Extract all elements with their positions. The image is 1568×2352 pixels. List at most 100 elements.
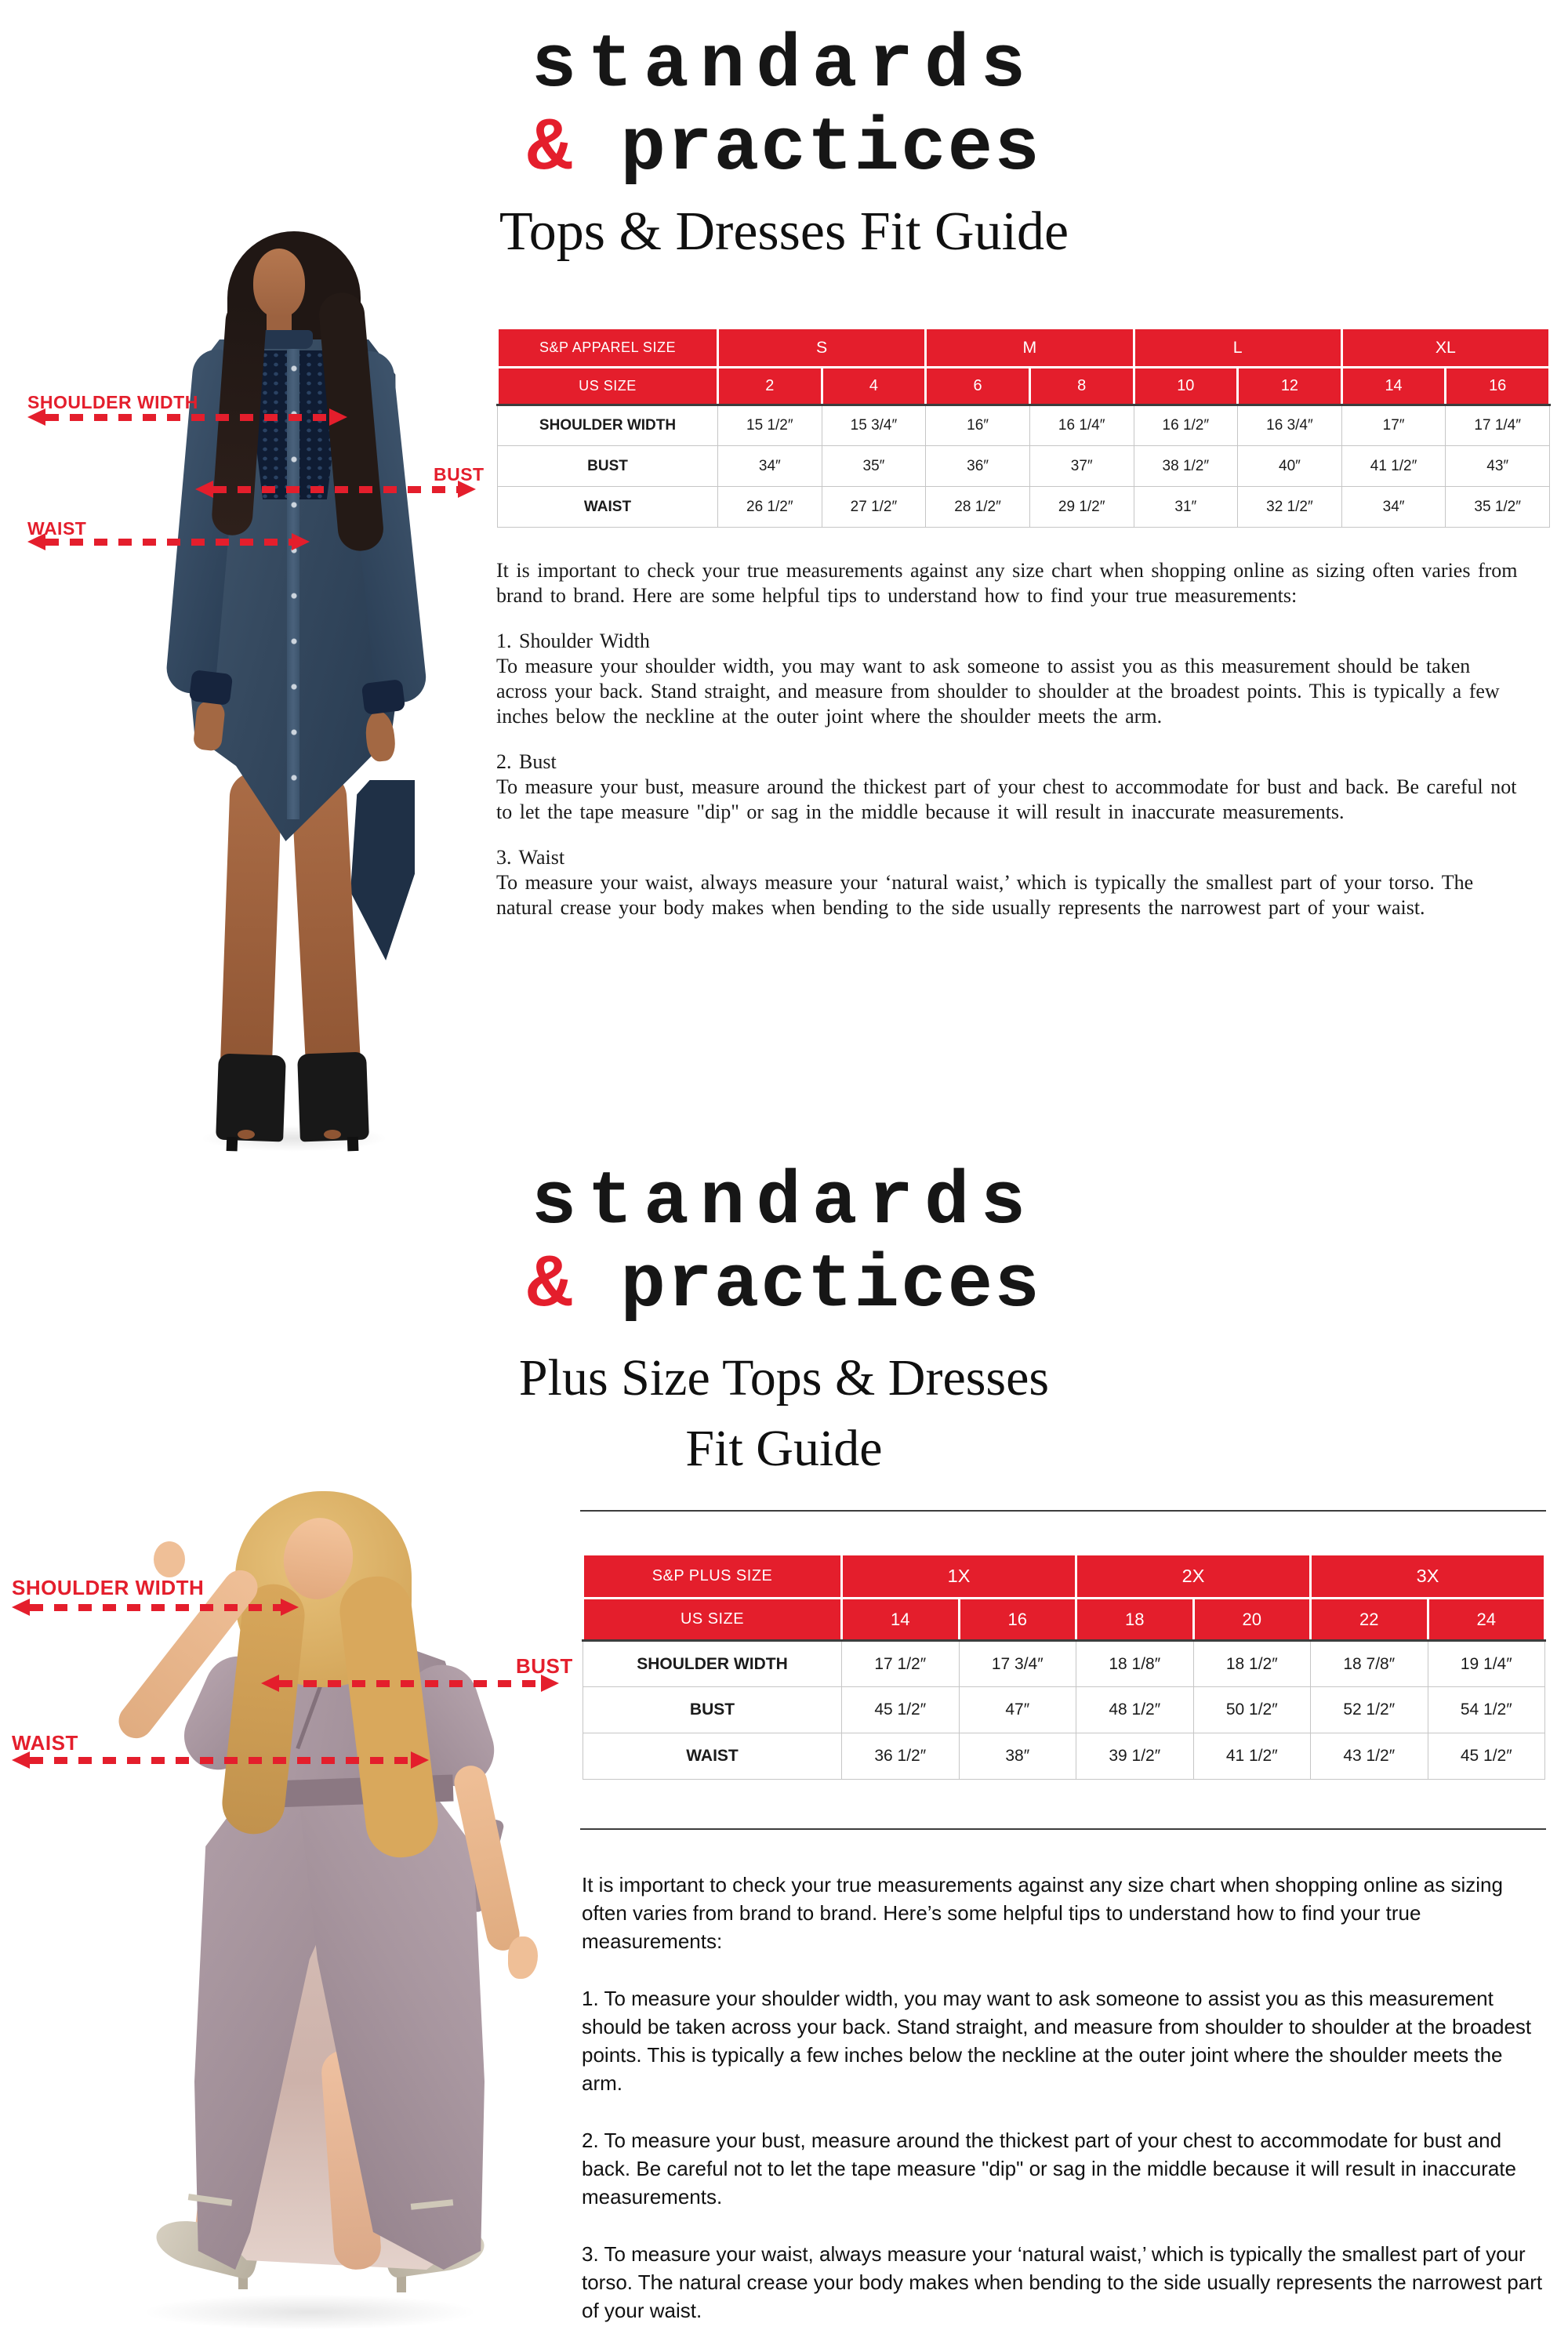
model-raised-hand xyxy=(154,1541,185,1577)
bust-arrow-regular xyxy=(195,481,476,498)
measurement-value-cell: 40″ xyxy=(1237,445,1342,487)
measurement-row: BUST 34″ 35″ 36″ 37″ 38 1/2″ 40″ 41 1/2″ 43″ xyxy=(497,445,1550,487)
bust-label-plus: BUST xyxy=(516,1654,573,1678)
us-size-cell: 20 xyxy=(1192,1597,1312,1642)
tip-title: 2. Bust xyxy=(496,750,557,773)
size-group-cell: M xyxy=(924,327,1135,368)
measurement-value-cell: 16 3/4″ xyxy=(1237,405,1342,446)
measurement-value-cell: 36″ xyxy=(925,445,1030,487)
peep-toe-left xyxy=(238,1130,255,1139)
measurement-value-cell: 32 1/2″ xyxy=(1237,486,1342,528)
measurement-value-cell: 16″ xyxy=(925,405,1030,446)
measurement-row: SHOULDER WIDTH 17 1/2″ 17 3/4″ 18 1/8″ 18 1/… xyxy=(583,1640,1545,1687)
brand-logo-line1: standards xyxy=(531,23,1037,108)
us-size-label-cell: US SIZE xyxy=(496,366,719,406)
tip-title: 1. Shoulder Width xyxy=(496,630,650,652)
measurement-value-cell: 43 1/2″ xyxy=(1310,1733,1428,1780)
us-size-cell: 6 xyxy=(924,366,1031,406)
measurement-value-cell: 54 1/2″ xyxy=(1427,1686,1545,1733)
measurement-value-cell: 15 3/4″ xyxy=(821,405,927,446)
measurement-value-cell: 35 1/2″ xyxy=(1445,486,1550,528)
table-corner-cell: S&P APPAREL SIZE xyxy=(496,327,719,368)
measurement-label-cell: BUST xyxy=(583,1686,842,1733)
fit-tip-bust: 2. To measure your bust, measure around … xyxy=(582,2129,1516,2209)
brand-logo-regular: standards & practices xyxy=(0,28,1568,187)
tip-body: To measure your shoulder width, you may … xyxy=(496,655,1500,728)
us-size-cell: 4 xyxy=(820,366,927,406)
table-group-header-row: S&P APPAREL SIZE S M L XL xyxy=(496,327,1552,368)
bust-arrow-plus xyxy=(261,1675,559,1692)
measurement-value-cell: 34″ xyxy=(717,445,822,487)
measurement-value-cell: 45 1/2″ xyxy=(1427,1733,1545,1780)
measurement-value-cell: 41 1/2″ xyxy=(1341,445,1446,487)
measurement-value-cell: 50 1/2″ xyxy=(1192,1686,1311,1733)
shoulder-width-arrow-plus xyxy=(12,1599,299,1616)
shoulder-width-label-regular: SHOULDER WIDTH xyxy=(27,392,198,412)
measurement-label-cell: BUST xyxy=(497,445,718,487)
measurement-value-cell: 43″ xyxy=(1445,445,1550,487)
measurement-value-cell: 31″ xyxy=(1133,486,1239,528)
measurement-value-cell: 19 1/4″ xyxy=(1427,1640,1545,1687)
measurement-row: SHOULDER WIDTH 15 1/2″ 15 3/4″ 16″ 16 1/4″ 16… xyxy=(497,405,1550,446)
us-size-label-cell: US SIZE xyxy=(582,1597,843,1642)
us-size-cell: 14 xyxy=(840,1597,960,1642)
intro-paragraph: It is important to check your true measu… xyxy=(582,1873,1503,1953)
shoulder-width-arrow-regular xyxy=(27,408,347,426)
us-size-cell: 22 xyxy=(1309,1597,1429,1642)
shoulder-width-label-plus: SHOULDER WIDTH xyxy=(12,1576,205,1599)
fit-guide-title-plus-line1: Plus Size Tops & Dresses xyxy=(518,1349,1050,1406)
measurement-value-cell: 18 7/8″ xyxy=(1310,1640,1428,1687)
brand-logo-word: practices xyxy=(620,106,1041,191)
measurement-value-cell: 39 1/2″ xyxy=(1076,1733,1194,1780)
measurement-value-cell: 36 1/2″ xyxy=(841,1733,960,1780)
waist-label-plus: WAIST xyxy=(12,1731,78,1755)
measurement-row: BUST 45 1/2″ 47″ 48 1/2″ 50 1/2″ 52 1/2″ 54 1/… xyxy=(583,1686,1545,1733)
waist-arrow-regular xyxy=(27,533,310,550)
tip-body: To measure your waist, always measure yo… xyxy=(496,871,1474,919)
measure-tips-regular: It is important to check your true measu… xyxy=(496,558,1527,941)
measurement-value-cell: 16 1/2″ xyxy=(1133,405,1239,446)
us-size-cell: 16 xyxy=(957,1597,1077,1642)
measurement-value-cell: 45 1/2″ xyxy=(841,1686,960,1733)
fit-tip-bust: 2. Bust To measure your bust, measure aro… xyxy=(496,750,1527,825)
fit-guide-title-regular: Tops & Dresses Fit Guide xyxy=(499,201,1069,262)
size-table-regular: S&P APPAREL SIZE S M L XL US SIZE 2 4 6 8 10 12 14 16… xyxy=(496,327,1552,528)
brand-logo-word: practices xyxy=(620,1243,1041,1328)
measurement-value-cell: 52 1/2″ xyxy=(1310,1686,1428,1733)
button-row xyxy=(291,365,297,819)
us-size-cell: 16 xyxy=(1444,366,1551,406)
peep-toe-right xyxy=(324,1130,341,1139)
size-group-cell: 3X xyxy=(1309,1553,1546,1599)
intro-paragraph: It is important to check your true measu… xyxy=(496,559,1518,607)
floor-shadow xyxy=(141,2294,478,2330)
measurement-value-cell: 34″ xyxy=(1341,486,1446,528)
measure-tips-plus: It is important to check your true measu… xyxy=(582,1871,1546,2352)
brand-ampersand: & xyxy=(527,106,574,191)
size-group-cell: 1X xyxy=(840,1553,1077,1599)
table-corner-cell: S&P PLUS SIZE xyxy=(582,1553,843,1599)
us-size-cell: 12 xyxy=(1236,366,1343,406)
us-size-cell: 14 xyxy=(1340,366,1447,406)
us-size-cell: 10 xyxy=(1132,366,1240,406)
model-face xyxy=(253,249,305,318)
size-group-cell: XL xyxy=(1340,327,1552,368)
us-size-cell: 8 xyxy=(1028,366,1135,406)
waist-arrow-plus xyxy=(12,1751,429,1769)
measurement-value-cell: 27 1/2″ xyxy=(821,486,927,528)
measurement-value-cell: 17″ xyxy=(1341,405,1446,446)
wrap-maxi-skirt xyxy=(194,1799,485,2271)
brand-logo-line1: standards xyxy=(531,1160,1037,1245)
measurement-value-cell: 18 1/2″ xyxy=(1192,1640,1311,1687)
black-ankle-boot-right xyxy=(297,1051,369,1142)
measurement-value-cell: 38″ xyxy=(958,1733,1076,1780)
measurement-value-cell: 17 1/4″ xyxy=(1445,405,1550,446)
table-group-header-row: S&P PLUS SIZE 1X 2X 3X xyxy=(582,1553,1546,1599)
right-cuff xyxy=(361,678,406,716)
fit-tip-waist: 3. To measure your waist, always measure… xyxy=(582,2242,1543,2322)
dress-back-hem xyxy=(350,780,415,960)
measurement-label-cell: WAIST xyxy=(497,486,718,528)
brand-logo-line2: & practices xyxy=(0,111,1568,187)
tip-title: 3. Waist xyxy=(496,846,565,869)
measurement-label-cell: SHOULDER WIDTH xyxy=(583,1640,842,1687)
